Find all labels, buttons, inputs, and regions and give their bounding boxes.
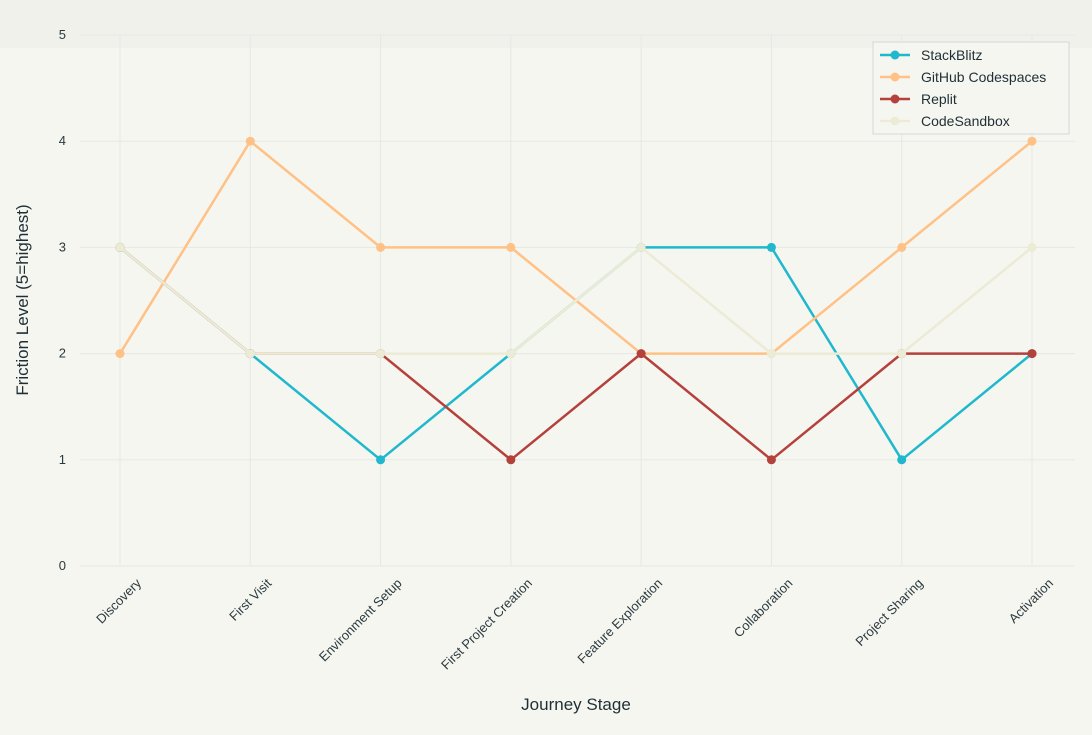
legend-swatch-marker [890,50,900,60]
data-point[interactable] [245,349,255,359]
data-point[interactable] [766,242,776,252]
legend-item[interactable]: StackBlitz [880,47,982,63]
series-line [119,246,1033,355]
legend-item[interactable]: CodeSandbox [880,113,1010,129]
legend-label: StackBlitz [921,47,982,63]
data-point[interactable] [1027,136,1037,146]
data-point[interactable] [376,349,386,359]
data-point[interactable] [376,455,386,465]
y-tick-label: 5 [59,27,66,42]
x-axis-title: Journey Stage [521,695,631,714]
data-point[interactable] [897,349,907,359]
series-codesandbox [115,242,1037,359]
y-axis-title: Friction Level (5=highest) [13,204,32,395]
data-point[interactable] [897,242,907,252]
data-point[interactable] [1027,242,1037,252]
y-tick-label: 1 [59,452,66,467]
legend[interactable]: StackBlitz GitHub Codespaces Replit CodeSan… [872,41,1070,135]
legend-swatch-marker [890,72,900,82]
y-tick-label: 3 [59,239,66,254]
data-point[interactable] [506,349,516,359]
data-point[interactable] [245,136,255,146]
data-point[interactable] [506,242,516,252]
legend-label: GitHub Codespaces [921,69,1046,85]
y-tick-label: 2 [59,346,66,361]
y-tick-label: 0 [59,558,66,573]
data-point[interactable] [636,242,646,252]
data-point[interactable] [636,349,646,359]
data-point[interactable] [115,242,125,252]
data-point[interactable] [506,455,516,465]
series-lines [115,136,1037,465]
legend-swatch-marker [890,94,900,104]
data-point[interactable] [766,349,776,359]
legend-swatch-marker [890,116,900,126]
legend-label: Replit [921,91,957,107]
legend-item[interactable]: Replit [880,91,957,107]
top-band [0,0,1092,48]
legend-label: CodeSandbox [921,113,1010,129]
data-point[interactable] [376,242,386,252]
legend-item[interactable]: GitHub Codespaces [880,69,1046,85]
y-axis-ticks: 0 1 2 3 4 5 [59,27,66,573]
data-point[interactable] [1027,349,1037,359]
legend-box [872,41,1070,135]
data-point[interactable] [115,349,125,359]
y-tick-label: 4 [59,133,66,148]
data-point[interactable] [766,455,776,465]
data-point[interactable] [897,455,907,465]
